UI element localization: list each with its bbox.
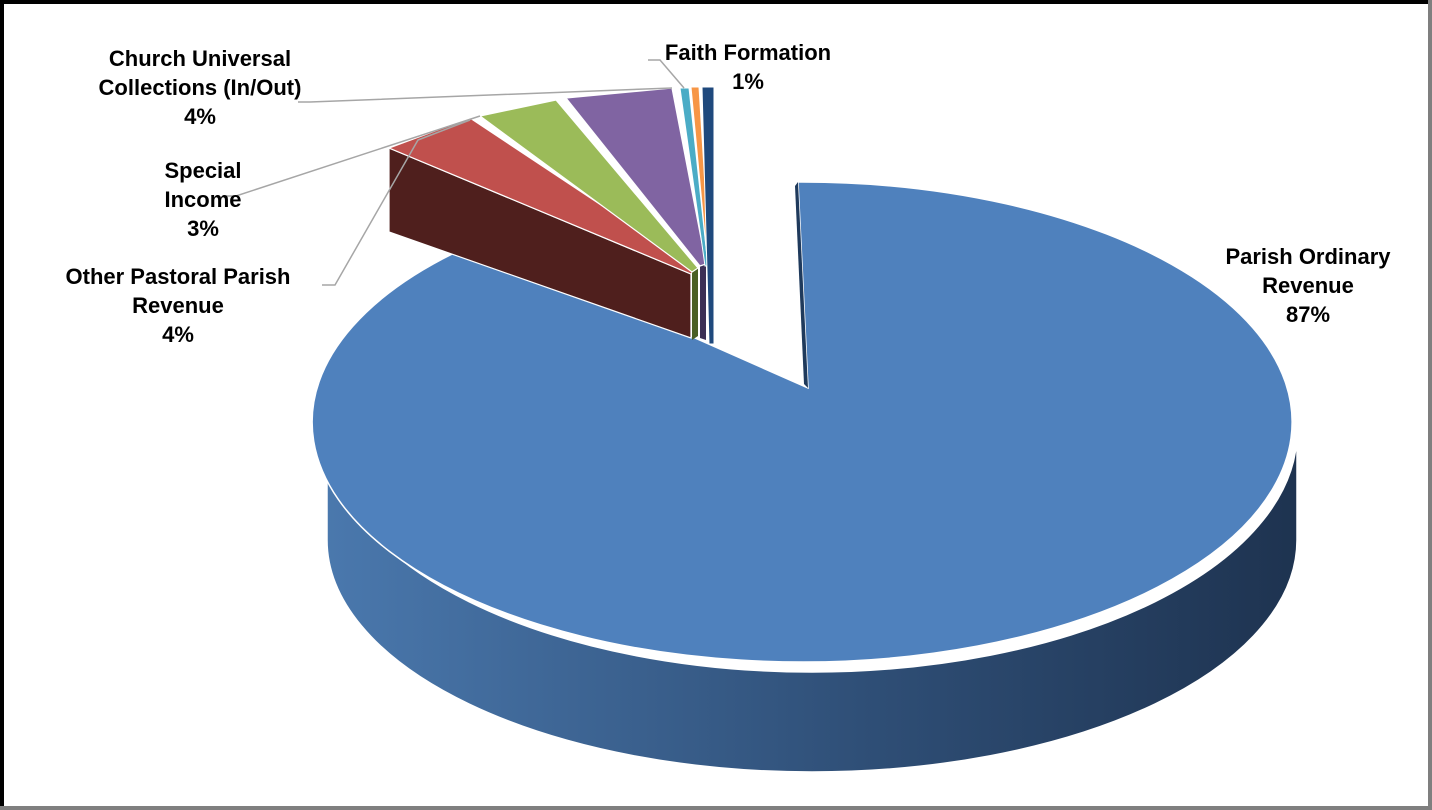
leader-line-church-universal: [298, 87, 673, 103]
slice-edge-parish-ordinary-revenue: [795, 182, 808, 388]
slice-side-parish-ordinary-revenue: [326, 431, 1298, 773]
label-parish-ordinary-revenue: Parish Ordinary Revenue 87%: [1225, 244, 1391, 327]
leader-line-faith-formation: [648, 59, 685, 89]
slice-wall-special-income: [692, 268, 698, 340]
label-faith-formation: Faith Formation 1%: [664, 40, 832, 94]
label-special-income: Special Income 3%: [164, 158, 242, 241]
leader-line-special-income: [226, 115, 481, 197]
slice-top-special-income: [478, 99, 699, 273]
slice-wall-church-universal: [700, 264, 706, 340]
label-other-pastoral-parish-revenue: Other Pastoral Parish Revenue 4%: [65, 264, 291, 347]
slice-top-faith-formation: [701, 86, 715, 345]
label-church-universal-collections: Church Universal Collections (In/Out) 4%: [98, 46, 302, 129]
slice-top-parish-ordinary-revenue: [311, 181, 1293, 663]
leader-line-other-pastoral: [322, 119, 471, 286]
